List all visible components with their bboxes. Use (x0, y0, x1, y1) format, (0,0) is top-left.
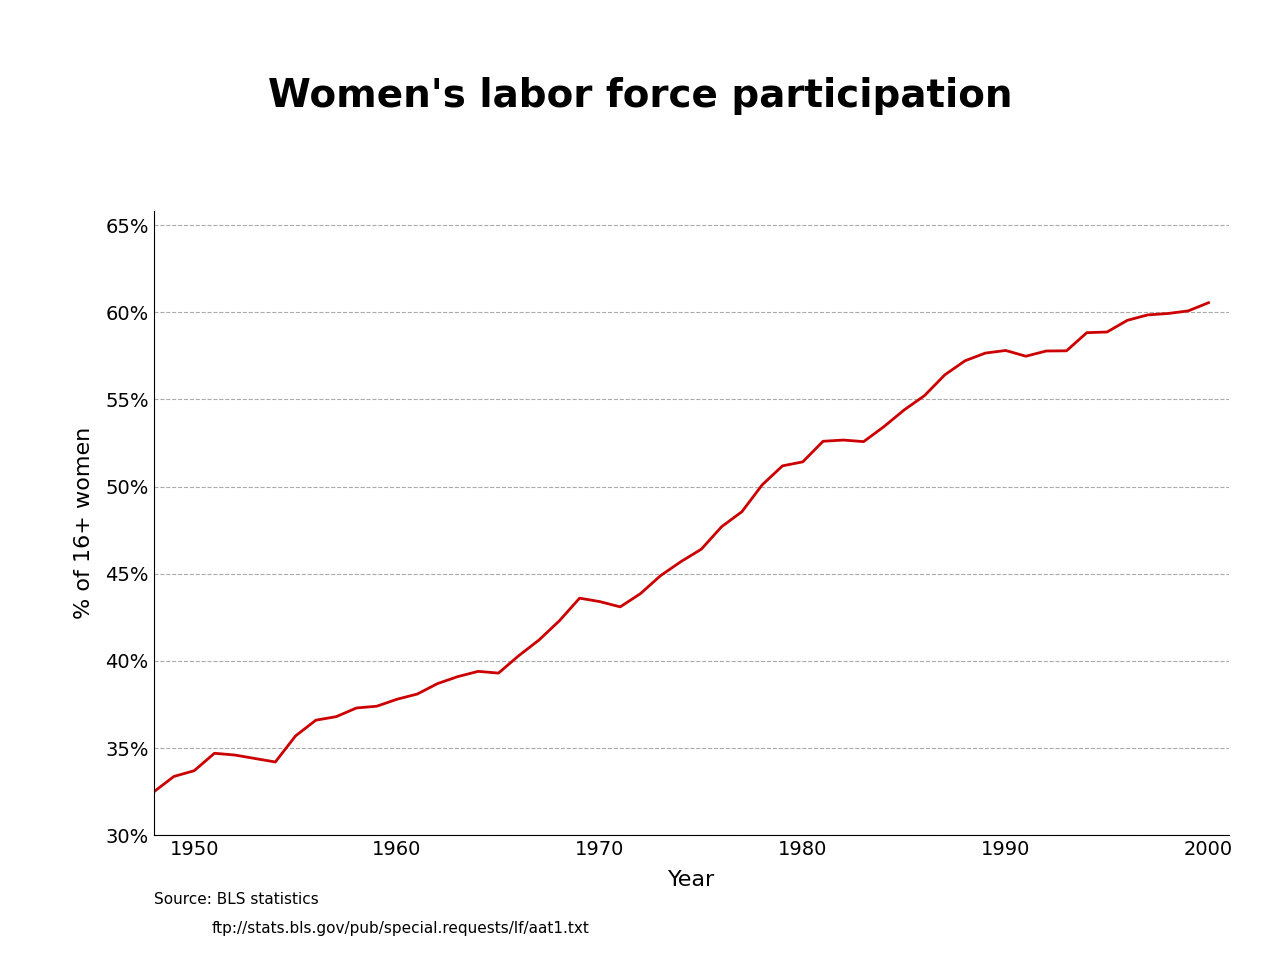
X-axis label: Year: Year (668, 870, 714, 890)
Text: Women's labor force participation: Women's labor force participation (268, 77, 1012, 115)
Text: Source: BLS statistics: Source: BLS statistics (154, 892, 319, 907)
Y-axis label: % of 16+ women: % of 16+ women (74, 427, 93, 619)
Text: ftp://stats.bls.gov/pub/special.requests/lf/aat1.txt: ftp://stats.bls.gov/pub/special.requests… (211, 921, 589, 936)
